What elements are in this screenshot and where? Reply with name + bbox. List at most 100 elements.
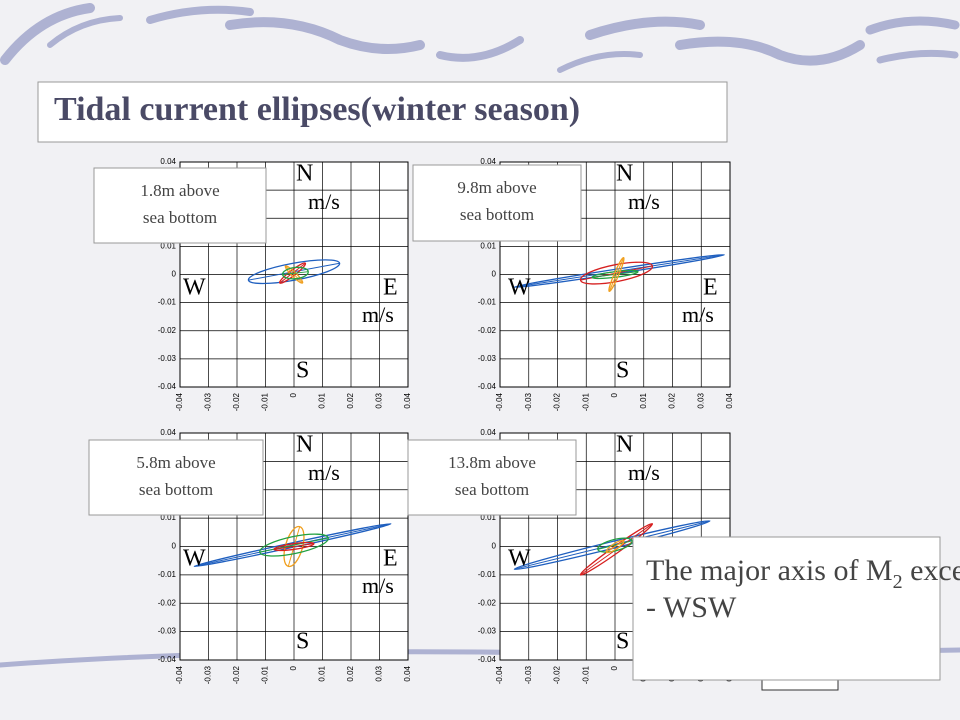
depth-label-box	[88, 439, 264, 516]
x-tick-label: -0.01	[261, 665, 270, 684]
y-tick-label: 0	[492, 270, 497, 279]
x-tick-label: 0	[289, 665, 298, 670]
brush-stroke	[225, 17, 425, 54]
compass-east: E	[383, 546, 398, 572]
compass-north: N	[296, 161, 313, 187]
major-axis	[591, 271, 639, 278]
x-tick-label: 0	[289, 392, 298, 397]
x-tick-label: -0.03	[204, 665, 213, 684]
x-tick-label: -0.02	[232, 665, 241, 684]
note-part: excels in ENE	[903, 554, 960, 587]
x-tick-label: 0.01	[318, 392, 327, 408]
x-tick-label: -0.01	[581, 665, 590, 684]
y-tick-label: 0.01	[160, 513, 176, 522]
y-tick-label: 0	[172, 270, 177, 279]
compass-north: N	[616, 432, 633, 458]
x-tick-label: -0.04	[175, 392, 184, 411]
x-tick-label: -0.01	[261, 392, 270, 411]
x-tick-label: 0.03	[696, 392, 705, 408]
y-tick-label: -0.03	[478, 354, 497, 363]
ellipse-panel: -0.04 -0.03 -0.02 -0.01 0 0.01 0.02 0.03 0.04 -0.…	[412, 157, 734, 411]
y-tick-label: -0.02	[478, 326, 497, 335]
x-tick-label: 0	[610, 392, 619, 397]
compass-south: S	[616, 629, 629, 655]
major-axis	[259, 537, 329, 553]
slide-title: Tidal current ellipses(winter season)	[54, 91, 580, 128]
x-tick-label: -0.04	[175, 665, 184, 684]
x-tick-label: -0.04	[495, 665, 504, 684]
unit-label: m/s	[362, 573, 394, 598]
y-tick-label: 0.01	[480, 241, 496, 250]
brush-stroke	[47, 15, 123, 48]
y-tick-label: -0.04	[478, 655, 497, 664]
x-tick-label: -0.04	[495, 392, 504, 411]
y-tick-label: -0.02	[158, 598, 177, 607]
brush-stroke	[436, 36, 524, 62]
x-tick-label: -0.02	[232, 392, 241, 411]
x-tick-label: 0.04	[403, 665, 412, 681]
y-tick-label: -0.04	[158, 655, 177, 664]
y-tick-label: 0	[492, 542, 497, 551]
compass-south: S	[296, 358, 309, 384]
depth-label: 9.8m above	[457, 178, 536, 197]
y-tick-label: -0.01	[478, 298, 497, 307]
y-tick-label: -0.03	[158, 627, 177, 636]
brush-stroke	[675, 36, 865, 66]
ellipse-panel: -0.04 -0.03 -0.02 -0.01 0 0.01 0.02 0.03 0.04 -0.…	[88, 428, 412, 684]
x-tick-label: -0.02	[553, 392, 562, 411]
compass-east: E	[703, 275, 718, 301]
title-box	[37, 81, 728, 143]
y-tick-label: -0.01	[158, 570, 177, 579]
compass-west: W	[508, 546, 531, 572]
x-tick-label: -0.03	[204, 392, 213, 411]
brush-stroke	[557, 51, 643, 73]
depth-label-box	[412, 164, 582, 242]
major-axis	[606, 540, 624, 553]
x-tick-label: 0.04	[725, 392, 734, 408]
compass-north: N	[296, 432, 313, 458]
y-tick-label: 0	[172, 542, 177, 551]
depth-label-box	[407, 439, 577, 516]
compass-west: W	[183, 275, 206, 301]
y-tick-label: 0.01	[480, 513, 496, 522]
y-tick-label: -0.01	[478, 570, 497, 579]
y-tick-label: -0.03	[478, 627, 497, 636]
depth-label-box	[93, 167, 267, 244]
panels: -0.04 -0.03 -0.02 -0.01 0 0.01 0.02 0.03 0.04 -0.…	[88, 157, 734, 684]
y-tick-label: -0.04	[478, 382, 497, 391]
unit-label: m/s	[628, 460, 660, 485]
x-tick-label: 0.03	[375, 665, 384, 681]
x-tick-label: 0.04	[403, 392, 412, 408]
depth-label: sea bottom	[143, 208, 217, 227]
x-tick-label: -0.02	[553, 665, 562, 684]
x-tick-label: -0.01	[581, 392, 590, 411]
compass-west: W	[508, 275, 531, 301]
depth-label: 1.8m above	[140, 181, 219, 200]
major-axis	[608, 257, 625, 292]
note-part: The major axis of M	[646, 554, 893, 587]
depth-label: 13.8m above	[448, 453, 536, 472]
y-tick-label: -0.02	[158, 326, 177, 335]
unit-label: m/s	[362, 302, 394, 327]
x-tick-label: 0.01	[318, 665, 327, 681]
major-axis	[597, 540, 633, 550]
y-tick-label: 0.04	[480, 157, 496, 166]
y-tick-label: 0.04	[160, 157, 176, 166]
depth-label: sea bottom	[460, 205, 534, 224]
note-text: The major axis of M2 excels in ENE	[646, 554, 960, 593]
brush-stroke	[146, 5, 254, 24]
note-subscript: 2	[893, 571, 903, 593]
compass-south: S	[296, 629, 309, 655]
x-tick-label: 0.02	[668, 392, 677, 408]
depth-label: sea bottom	[455, 480, 529, 499]
note-text: - WSW	[646, 591, 737, 624]
x-tick-label: -0.03	[524, 392, 533, 411]
y-tick-label: 0.04	[480, 428, 496, 437]
y-tick-label: 0.04	[160, 428, 176, 437]
brush-stroke	[865, 16, 960, 35]
y-tick-label: -0.04	[158, 382, 177, 391]
compass-west: W	[183, 546, 206, 572]
x-tick-label: 0	[610, 665, 619, 670]
brush-stroke	[0, 3, 95, 65]
